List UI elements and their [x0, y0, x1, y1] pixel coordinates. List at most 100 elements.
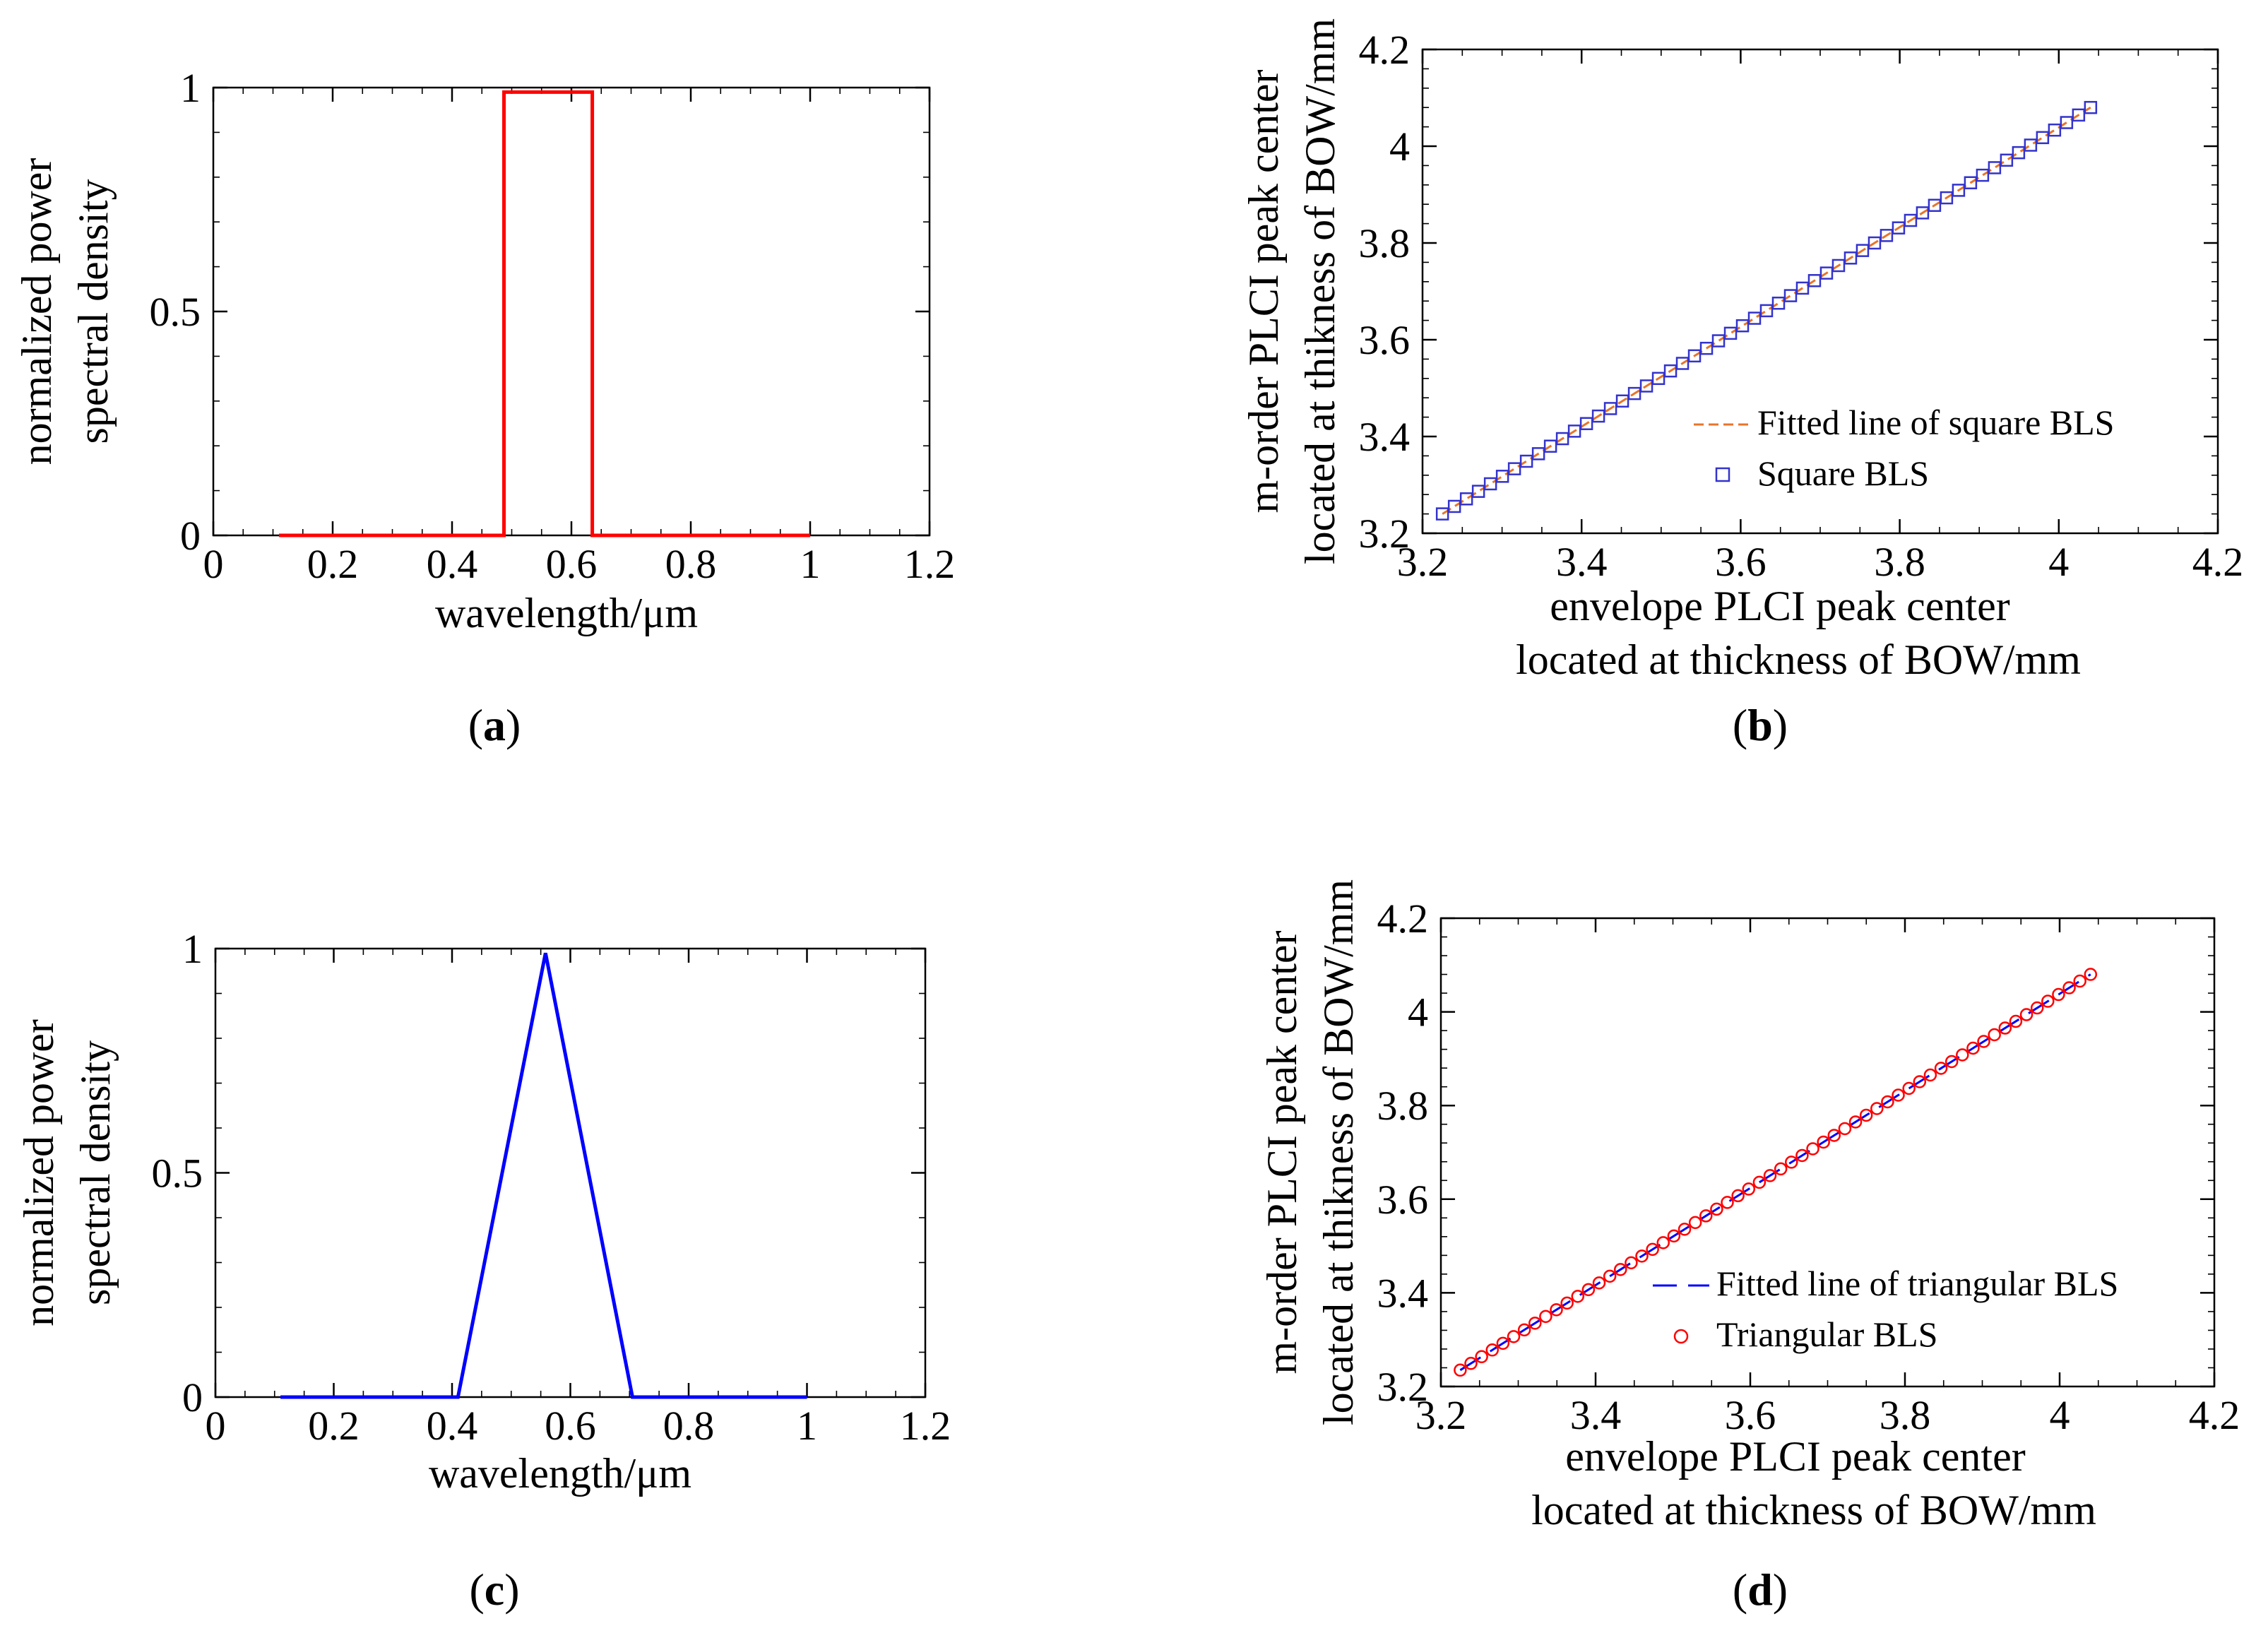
- data-point-square: [2084, 100, 2098, 114]
- x-tick-label: 0.2: [307, 541, 359, 587]
- data-point-square: [2000, 153, 2014, 167]
- data-point-square: [1447, 499, 1461, 513]
- chart-panel-d: 3.2 3.4 3.6 3.8 4 4.2 3.2 3.4 3.6 3.8 4 4.2 envelope…: [1259, 879, 2240, 1615]
- data-point-circle: [1785, 1156, 1798, 1169]
- data-point-square: [1904, 213, 1918, 227]
- panel-label-letter: d: [1747, 1564, 1773, 1615]
- data-point-circle: [1945, 1055, 1959, 1069]
- data-point-square: [1940, 191, 1954, 205]
- data-point-circle: [1603, 1269, 1617, 1283]
- plot-frame: [214, 947, 927, 1399]
- y-tick-label: 3.6: [1359, 317, 1411, 363]
- x-tick-label: 1: [797, 1403, 817, 1449]
- data-point-circle: [1614, 1263, 1627, 1276]
- data-point-square: [1699, 341, 1714, 355]
- legend-entry-fitted: Fitted line of triangular BLS: [1716, 1264, 2118, 1303]
- data-point-circle: [1848, 1115, 1863, 1129]
- x-tick-label: 3.2: [1397, 539, 1449, 585]
- x-tick-label: 3.4: [1556, 539, 1608, 585]
- panel-label-paren: (: [1733, 1564, 1747, 1615]
- x-tick-label: 3.4: [1570, 1392, 1622, 1438]
- panel-label-paren: ): [1773, 1564, 1788, 1615]
- data-point-circle: [2084, 968, 2098, 981]
- series-line-square-spectrum: [278, 90, 810, 538]
- legend-entry-markers: Triangular BLS: [1716, 1314, 1937, 1354]
- data-point-circle: [1827, 1129, 1841, 1142]
- data-point-circle: [1966, 1041, 1980, 1055]
- data-point-circle: [1988, 1028, 2001, 1042]
- data-point-square: [1495, 470, 1509, 483]
- y-tick-label: 0: [180, 513, 201, 559]
- y-tick-label: 0: [182, 1374, 203, 1420]
- data-point-circle: [1721, 1196, 1734, 1209]
- legend-marker-square: [1715, 467, 1730, 482]
- data-point-circle: [1656, 1236, 1670, 1249]
- y-tick-label: 3.6: [1377, 1177, 1429, 1223]
- data-point-circle: [1742, 1182, 1756, 1196]
- data-point-square: [2048, 123, 2062, 137]
- data-point-square: [2024, 138, 2038, 152]
- panel-label-paren: (: [468, 700, 483, 750]
- panel-label: (b): [1733, 700, 1788, 750]
- data-point-square: [1531, 447, 1545, 461]
- data-point-square: [1988, 161, 2002, 174]
- data-point-square: [1639, 379, 1653, 393]
- x-axis-label: wavelength/μm: [435, 590, 698, 636]
- data-point-circle: [1752, 1175, 1767, 1189]
- data-point-square: [1459, 492, 1473, 506]
- x-tick-label: 3.2: [1415, 1392, 1467, 1438]
- data-point-square: [2036, 131, 2050, 145]
- panel-label: (a): [468, 700, 521, 750]
- data-point-circle: [1881, 1095, 1894, 1109]
- x-axis-label-line1: envelope PLCI peak center: [1550, 583, 2009, 629]
- data-point-circle: [1550, 1303, 1563, 1317]
- y-tick-label: 4.2: [1377, 896, 1429, 942]
- data-point-circle: [1859, 1108, 1873, 1122]
- data-point-square: [1675, 357, 1690, 370]
- data-point-square: [1952, 184, 1966, 197]
- data-point-square: [1591, 409, 1605, 423]
- panel-label-paren: ): [504, 1564, 519, 1615]
- data-point-square: [2060, 116, 2074, 129]
- data-point-circle: [2019, 1008, 2034, 1021]
- data-point-circle: [1635, 1249, 1649, 1263]
- data-point-circle: [1667, 1229, 1681, 1243]
- data-point-square: [1603, 402, 1617, 415]
- data-point-square: [1964, 176, 1978, 190]
- y-tick-label: 3.8: [1359, 220, 1411, 266]
- fitted-line: [1442, 106, 2091, 515]
- x-tick-label: 4: [2048, 539, 2069, 585]
- panel-label-letter: a: [483, 700, 506, 750]
- data-point-circle: [2062, 981, 2076, 994]
- data-point-circle: [1870, 1102, 1884, 1115]
- data-point-circle: [1581, 1283, 1596, 1297]
- data-point-square: [1868, 236, 1882, 250]
- y-tick-label: 1: [180, 65, 201, 111]
- data-point-square: [1519, 454, 1533, 468]
- data-point-circle: [1902, 1081, 1916, 1095]
- panel-label-paren: ): [506, 700, 521, 750]
- x-tick-label: 4.2: [2192, 539, 2244, 585]
- x-tick-label: 0: [206, 1403, 226, 1449]
- data-point-square: [1976, 168, 1990, 182]
- data-point-square: [1771, 296, 1786, 310]
- data-point-square: [1783, 289, 1798, 302]
- data-point-circle: [1838, 1122, 1852, 1136]
- data-point-circle: [1571, 1290, 1585, 1303]
- legend-entry-fitted: Fitted line of square BLS: [1757, 403, 2115, 442]
- data-point-circle: [2041, 994, 2055, 1008]
- x-axis-label: wavelength/μm: [429, 1450, 691, 1497]
- data-point-circle: [2030, 1001, 2044, 1015]
- data-point-square: [1579, 417, 1593, 430]
- data-point-square: [1819, 266, 1834, 280]
- data-point-circle: [1710, 1202, 1723, 1216]
- data-point-circle: [1475, 1350, 1488, 1364]
- data-point-square: [1627, 386, 1641, 400]
- panel-label-letter: c: [485, 1564, 504, 1615]
- data-point-square: [1880, 229, 1894, 242]
- data-point-circle: [1688, 1216, 1702, 1230]
- data-point-circle: [1817, 1135, 1830, 1149]
- data-point-circle: [1454, 1363, 1467, 1377]
- y-axis-label-line1: m-order PLCI peak center: [1240, 69, 1287, 513]
